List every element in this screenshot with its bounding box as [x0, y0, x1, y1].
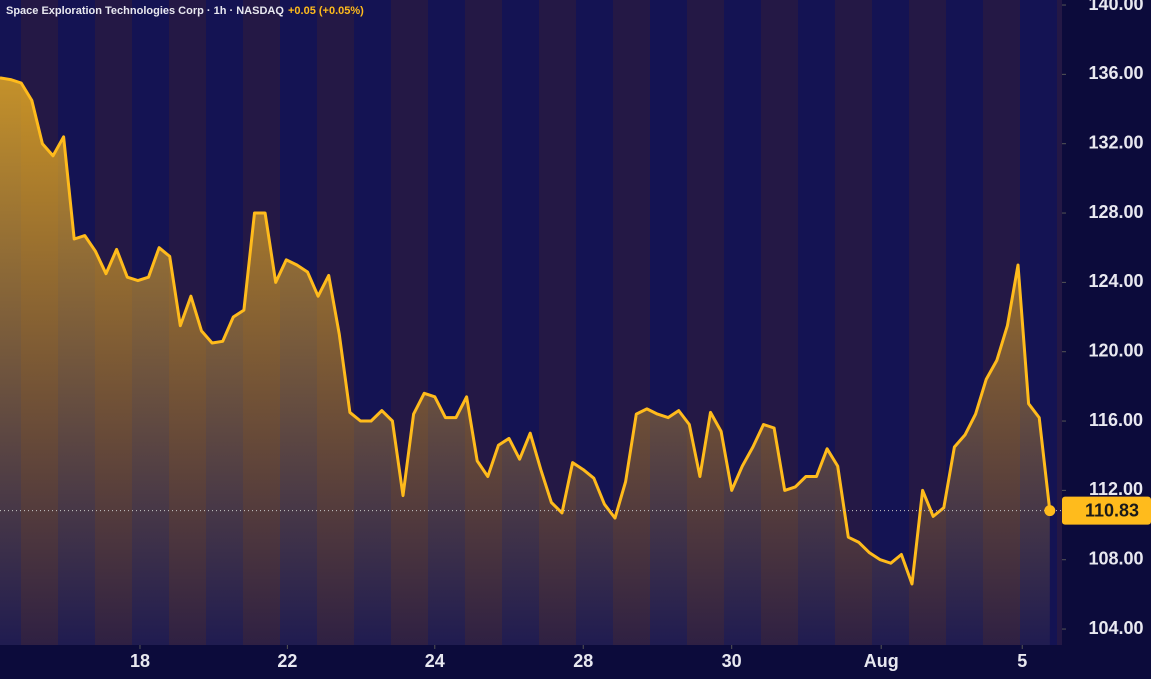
- x-tick-label: 24: [425, 651, 445, 671]
- x-tick-label: 5: [1017, 651, 1027, 671]
- x-axis-panel: [0, 645, 1151, 679]
- area: [0, 77, 1050, 646]
- last-point: [1044, 505, 1056, 517]
- x-tick-label: 18: [130, 651, 150, 671]
- x-tick-label: Aug: [864, 651, 899, 671]
- y-tick-label: 112.00: [1089, 479, 1143, 499]
- last-price-box: [1062, 496, 1151, 525]
- x-tick-label: 28: [573, 651, 593, 671]
- x-tick-label: 22: [277, 651, 297, 671]
- y-tick-label: 128.00: [1088, 202, 1143, 222]
- price-line: [0, 76, 1052, 586]
- y-tick-label: 108.00: [1088, 548, 1143, 568]
- y-tick-label: 116.00: [1089, 410, 1143, 430]
- y-tick-label: 124.00: [1088, 271, 1143, 291]
- x-tick-label: 30: [722, 651, 742, 671]
- y-tick-label: 136.00: [1088, 63, 1143, 83]
- y-tick-label: 132.00: [1088, 132, 1143, 152]
- chart-subtitle: +0.05 (+0.05%): [288, 5, 364, 17]
- last-price-label: 110.83: [1085, 500, 1139, 520]
- y-tick-label: 120.00: [1088, 340, 1143, 360]
- session-band: [872, 0, 909, 645]
- y-tick-label: 104.00: [1088, 618, 1143, 638]
- chart-title: Space Exploration Technologies Corp · 1h…: [6, 5, 284, 17]
- axis-panel: [1062, 0, 1151, 679]
- y-tick-label: 140.00: [1088, 0, 1143, 14]
